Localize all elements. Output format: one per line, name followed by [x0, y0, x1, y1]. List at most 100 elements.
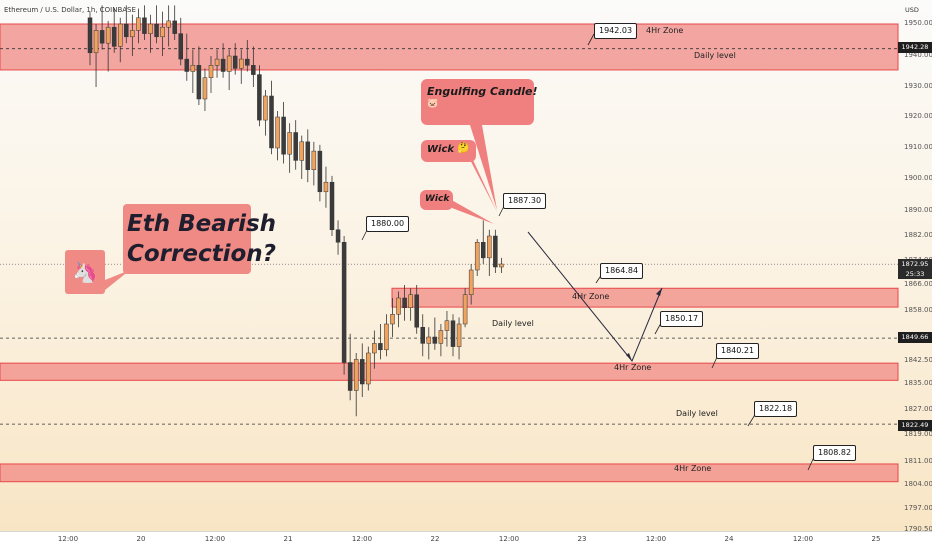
candle[interactable] [154, 23, 159, 38]
candle[interactable] [341, 242, 347, 363]
callout-1942[interactable]: 1942.03 [594, 23, 638, 39]
callout-1840[interactable]: 1840.21 [716, 343, 760, 359]
candle[interactable] [87, 17, 93, 54]
candle[interactable] [499, 263, 504, 268]
candle[interactable] [93, 30, 99, 54]
candle[interactable] [226, 55, 232, 72]
candle[interactable] [148, 23, 153, 34]
zone-1[interactable] [391, 287, 899, 308]
candle[interactable] [378, 343, 383, 351]
candle[interactable] [311, 150, 317, 170]
candle[interactable] [220, 58, 226, 72]
candle[interactable] [160, 26, 165, 38]
time-tick: 12:00 [204, 535, 226, 543]
candle[interactable] [335, 229, 341, 243]
candle[interactable] [353, 359, 359, 391]
candle[interactable] [360, 359, 365, 385]
candle[interactable] [450, 320, 456, 347]
candle[interactable] [414, 294, 419, 328]
candle[interactable] [366, 352, 371, 385]
zone-3[interactable] [0, 463, 899, 483]
candle[interactable] [257, 74, 262, 121]
candle[interactable] [487, 235, 492, 259]
price-tick: 1910.00 [904, 143, 932, 151]
candle[interactable] [178, 33, 183, 60]
candle[interactable] [468, 269, 474, 295]
price-tick: 1890.00 [904, 206, 932, 214]
callout-1808[interactable]: 1808.82 [813, 445, 857, 461]
candle[interactable] [214, 58, 220, 66]
candle[interactable] [232, 55, 238, 69]
candle[interactable] [323, 181, 329, 193]
callout-1887[interactable]: 1887.30 [503, 193, 547, 209]
callout-1880[interactable]: 1880.00 [366, 216, 410, 232]
candle[interactable] [347, 362, 353, 391]
candle[interactable] [136, 17, 141, 31]
note-wick-lower[interactable]: Wick [420, 190, 453, 210]
candle[interactable] [481, 242, 486, 259]
price-tick: 1866.00 [904, 280, 932, 288]
candle[interactable] [462, 294, 468, 325]
candle[interactable] [263, 95, 268, 121]
candle[interactable] [269, 95, 274, 149]
candle[interactable] [317, 150, 323, 193]
candle[interactable] [402, 297, 407, 308]
note-engulfing-candle[interactable]: Engulfing Candle! 🐷 [421, 79, 538, 125]
candle[interactable] [245, 58, 250, 66]
candle[interactable] [438, 330, 444, 344]
daily-level-label-low: Daily level [676, 409, 718, 418]
zone-2[interactable] [0, 362, 899, 381]
candle[interactable] [142, 17, 147, 34]
candle[interactable] [329, 181, 335, 230]
candle[interactable] [239, 58, 244, 69]
candle[interactable] [251, 65, 256, 75]
time-tick: 12:00 [351, 535, 373, 543]
candle[interactable] [208, 65, 214, 78]
time-tick: 12:00 [792, 535, 814, 543]
candle[interactable] [456, 323, 462, 347]
candle[interactable] [493, 235, 498, 268]
candle[interactable] [408, 294, 413, 308]
candle[interactable] [190, 65, 196, 72]
candle[interactable] [184, 58, 190, 72]
callout-1864[interactable]: 1864.84 [600, 263, 644, 279]
time-axis[interactable] [0, 531, 932, 550]
candle[interactable] [426, 336, 432, 344]
candle[interactable] [432, 336, 438, 344]
candle[interactable] [275, 116, 280, 149]
zone-0[interactable] [0, 23, 899, 71]
candle[interactable] [305, 141, 311, 170]
candle[interactable] [166, 20, 171, 28]
time-tick: 25 [871, 535, 881, 543]
candle[interactable] [444, 320, 450, 331]
note-wick-upper[interactable]: Wick 🤔 [421, 140, 476, 162]
candle[interactable] [420, 327, 425, 344]
unicorn-icon: 🦄 [65, 250, 105, 294]
candle[interactable] [372, 343, 377, 354]
candle[interactable] [299, 141, 304, 161]
candle[interactable] [384, 323, 389, 351]
candle[interactable] [474, 242, 480, 271]
price-tick: 1900.00 [904, 174, 932, 182]
candle[interactable] [130, 30, 135, 38]
candle[interactable] [390, 314, 395, 325]
callout-1850[interactable]: 1850.17 [660, 311, 704, 327]
callout-1822[interactable]: 1822.18 [754, 401, 798, 417]
candle[interactable] [124, 23, 129, 38]
candle[interactable] [118, 23, 123, 47]
candle[interactable] [202, 77, 208, 100]
candle[interactable] [172, 20, 177, 34]
note-engulfing-text: Engulfing Candle! [427, 85, 538, 98]
candle[interactable] [293, 132, 298, 161]
candle[interactable] [111, 26, 117, 47]
headline-note[interactable]: Eth Bearish Correction? [123, 204, 276, 274]
candle[interactable] [105, 26, 111, 44]
price-tick: 1804.00 [904, 480, 932, 488]
candle[interactable] [281, 116, 286, 155]
price-axis[interactable]: USD [898, 0, 932, 518]
candle[interactable] [396, 297, 401, 315]
candle[interactable] [99, 30, 105, 44]
candle[interactable] [196, 65, 202, 100]
candle[interactable] [287, 132, 292, 155]
